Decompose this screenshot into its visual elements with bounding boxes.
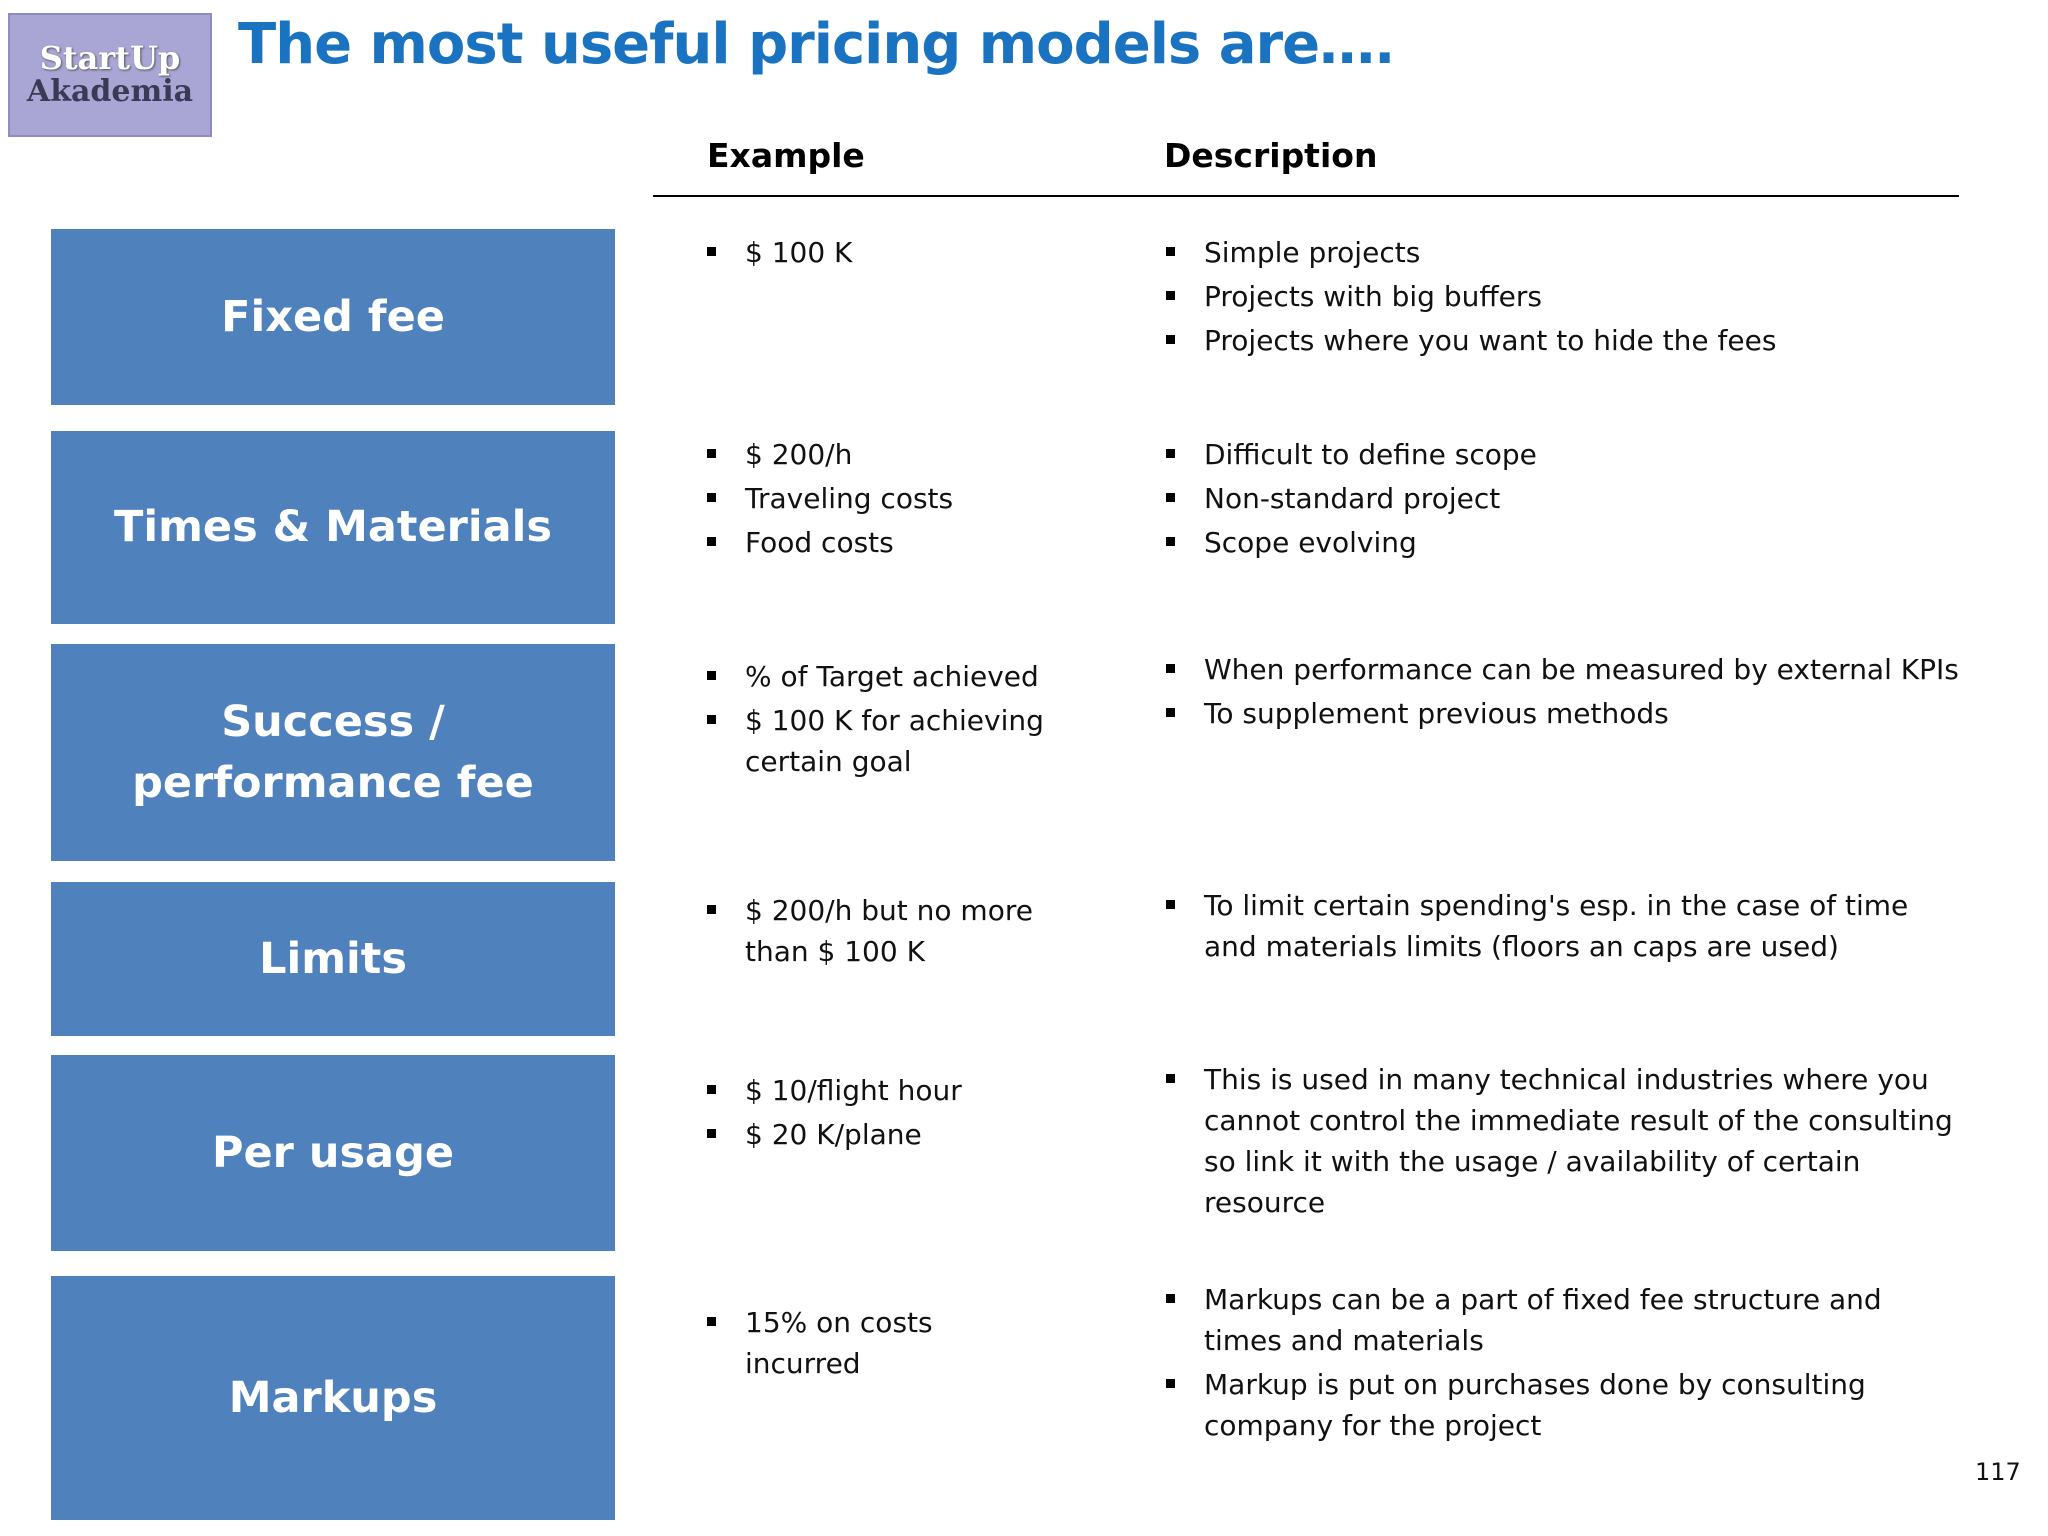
example-item: $ 100 K: [707, 232, 1052, 273]
title: The most useful pricing models are….: [238, 12, 1395, 77]
description-list: This is used in many technical industrie…: [1166, 1059, 1966, 1226]
example-list: $ 200/h Traveling costs Food costs: [707, 434, 1052, 566]
logo-text: Akademia: [26, 74, 194, 110]
example-list: $ 100 K: [707, 232, 1052, 276]
description-item: To limit certain spending's esp. in the …: [1166, 885, 1966, 967]
example-item: % of Target achieved: [707, 656, 1052, 697]
logo-text: StartUp: [39, 39, 181, 78]
example-item: $ 200/h: [707, 434, 1052, 475]
example-item: 15% on costs incurred: [707, 1302, 1052, 1384]
page-number: 117: [1975, 1458, 2021, 1486]
description-item: Scope evolving: [1166, 522, 1966, 563]
description-item: Markups can be a part of fixed fee struc…: [1166, 1279, 1966, 1361]
description-item: Projects with big buffers: [1166, 276, 1966, 317]
description-item: To supplement previous methods: [1166, 693, 1966, 734]
description-list: Simple projects Projects with big buffers…: [1166, 232, 1966, 364]
description-item: Difficult to define scope: [1166, 434, 1966, 475]
example-item: $ 20 K/plane: [707, 1114, 1052, 1155]
description-item: This is used in many technical industrie…: [1166, 1059, 1966, 1223]
header-rule: [653, 195, 1959, 197]
description-item: Projects where you want to hide the fees: [1166, 320, 1966, 361]
example-item: Food costs: [707, 522, 1052, 563]
logo: StartUp Akademia: [8, 13, 212, 137]
example-list: % of Target achieved $ 100 K for achievin…: [707, 656, 1052, 785]
description-item: Simple projects: [1166, 232, 1966, 273]
row-label: Success / performance fee: [51, 644, 615, 861]
example-list: $ 200/h but no more than $ 100 K: [707, 890, 1052, 975]
example-item: $ 100 K for achieving certain goal: [707, 700, 1052, 782]
example-list: 15% on costs incurred: [707, 1302, 1052, 1387]
row-label: Limits: [51, 882, 615, 1036]
example-list: $ 10/flight hour $ 20 K/plane: [707, 1070, 1052, 1158]
description-list: To limit certain spending's esp. in the …: [1166, 885, 1966, 970]
description-item: When performance can be measured by exte…: [1166, 649, 1966, 690]
description-list: Difficult to define scope Non-standard pr…: [1166, 434, 1966, 566]
row-label: Markups: [51, 1276, 615, 1520]
description-item: Non-standard project: [1166, 478, 1966, 519]
example-item: Traveling costs: [707, 478, 1052, 519]
example-item: $ 200/h but no more than $ 100 K: [707, 890, 1052, 972]
example-item: $ 10/flight hour: [707, 1070, 1052, 1111]
row-label: Times & Materials: [51, 431, 615, 624]
column-header: Example: [707, 136, 865, 175]
row-label: Fixed fee: [51, 229, 615, 405]
column-header: Description: [1164, 136, 1378, 175]
row-label: Per usage: [51, 1055, 615, 1251]
description-list: When performance can be measured by exte…: [1166, 649, 1966, 737]
description-item: Markup is put on purchases done by consu…: [1166, 1364, 1966, 1446]
description-list: Markups can be a part of fixed fee struc…: [1166, 1279, 1966, 1449]
